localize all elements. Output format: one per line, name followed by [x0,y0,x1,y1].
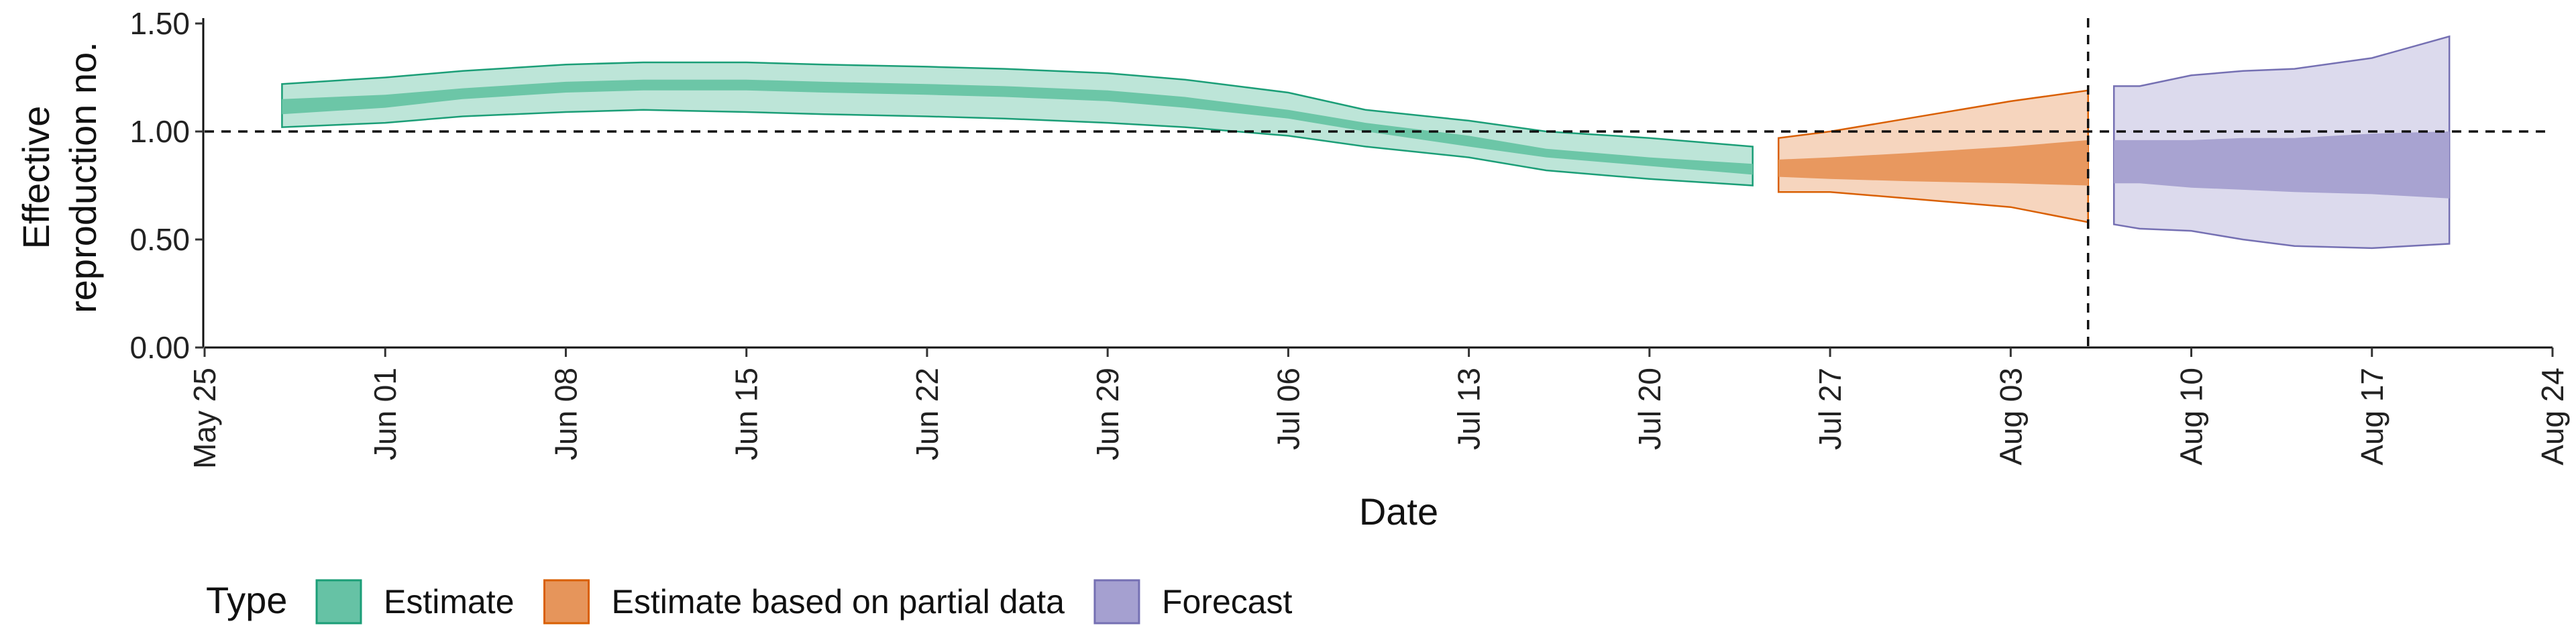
legend-label-forecast: Forecast [1162,583,1293,621]
axis-labels: Date Effective reproduction no. [15,42,1438,533]
x-tick-label: Jun 15 [729,368,764,460]
x-tick-label: Aug 03 [1993,368,2028,466]
y-axis-title-line: Effective [15,106,57,250]
legend-label-estimate: Estimate [384,583,515,621]
x-tick-label: Aug 10 [2174,368,2209,466]
y-tick-label: 0.50 [129,222,190,257]
x-axis-title: Date [1359,490,1438,533]
x-tick-label: Jul 20 [1632,368,1667,450]
y-axis-title-line: reproduction no. [62,42,104,313]
x-tick-label: Jun 08 [548,368,583,460]
x-tick-label: Jun 01 [368,368,402,460]
legend-key-estimate-based-on-partial-data [543,579,590,625]
x-tick-label: Jun 22 [910,368,945,460]
estimate-outer-band [281,61,1754,186]
axes: 0.00 0.50 1.00 1.50 May 25 Jun 01 Jun 08 Jun 15… [129,6,2570,469]
legend-title: Type [206,579,287,621]
y-tick-label: 1.00 [129,114,190,149]
estimate-based-on-partial-data-inner-band [1778,140,2088,186]
legend-key-estimate [315,579,362,625]
x-tick-label: May 25 [187,368,222,469]
forecast-inner-band [2114,131,2450,199]
x-tick-label: Jul 13 [1452,368,1487,450]
x-tick-label: Jun 29 [1090,368,1125,460]
series-bands [281,35,2451,250]
reference-lines [205,18,2553,347]
legend-key-forecast [1093,579,1140,625]
x-tick-label: Aug 24 [2535,368,2570,466]
legend: Type Estimate Estimate based on partial da… [206,579,1293,625]
x-tick-label: Aug 17 [2355,368,2390,466]
y-tick-label: 0.00 [129,330,190,365]
legend-label-estimate-based-on-partial-data: Estimate based on partial data [612,583,1065,621]
y-axis-title: Effective reproduction no. [15,42,104,313]
x-tick-label: Jul 27 [1813,368,1847,450]
y-tick-label: 1.50 [129,6,190,41]
x-tick-label: Jul 06 [1271,368,1305,450]
